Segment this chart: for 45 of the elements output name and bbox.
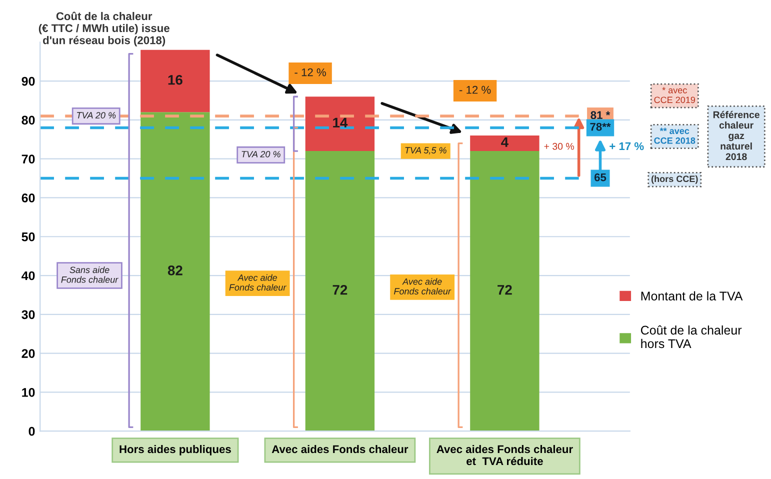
y-tick-label: 50 [22,232,35,242]
bar [470,151,540,432]
data-label: 82 [168,266,182,276]
text: ** avec CCE 2018 [654,128,696,144]
chart-title: Coût de la chaleur (€ TTC / MWh utile) issue d'un réseau bois (2018) [38,12,170,46]
y-tick-label: 10 [22,388,35,397]
bar [305,151,375,432]
text: Référence chaleur gaz naturel 2018 [713,110,760,160]
text: * avec CCE 2019 [654,87,696,104]
data-label: 4 [501,137,508,147]
y-tick-label: 40 [22,271,35,280]
text: (hors CCE) [652,175,698,184]
x-tick-label: Avec aides Fonds chaleur [272,444,408,454]
bar [470,136,540,152]
annotation: + 17 % [610,142,644,150]
annotation: Avec aide Fonds chaleur [229,274,286,291]
y-tick-label: 20 [22,349,35,358]
annotation: + 30 % [544,142,574,150]
data-label: 72 [332,284,348,295]
legend-label: Coût de la chaleur hors TVA [640,325,742,348]
y-tick-label: 60 [22,194,35,202]
annotation: TVA 20 % [242,150,280,158]
y-tick-label: 70 [22,154,35,164]
annotation: - 12 % [459,86,491,94]
y-tick-label: 80 [22,116,35,125]
annotation: TVA 5,5 % [405,147,446,155]
x-tick-label: Hors aides publiques [120,444,231,456]
x-tick-label: Avec aides Fonds chaleur et TVA réduite [436,444,573,466]
annotation: - 12 % [294,68,326,76]
y-tick-label: 90 [22,76,35,86]
ref-line-label: 65 [594,173,606,182]
ref-line-label: 81 * [590,111,610,120]
data-label: 14 [333,118,348,128]
annotation: Avec aide Fonds chaleur [394,278,452,294]
annotation: Sans aide Fonds chaleur [61,266,118,283]
legend-label: Montant de la TVA [641,291,743,300]
bar [140,112,210,432]
data-label: 72 [498,284,512,295]
y-tick-label: 0 [28,426,35,436]
y-tick-label: 30 [22,310,35,320]
ref-line-label: 78** [590,122,611,131]
bar [305,96,375,152]
annotation: TVA 20 % [77,112,116,118]
bar [140,50,210,112]
data-label: 16 [168,74,182,85]
